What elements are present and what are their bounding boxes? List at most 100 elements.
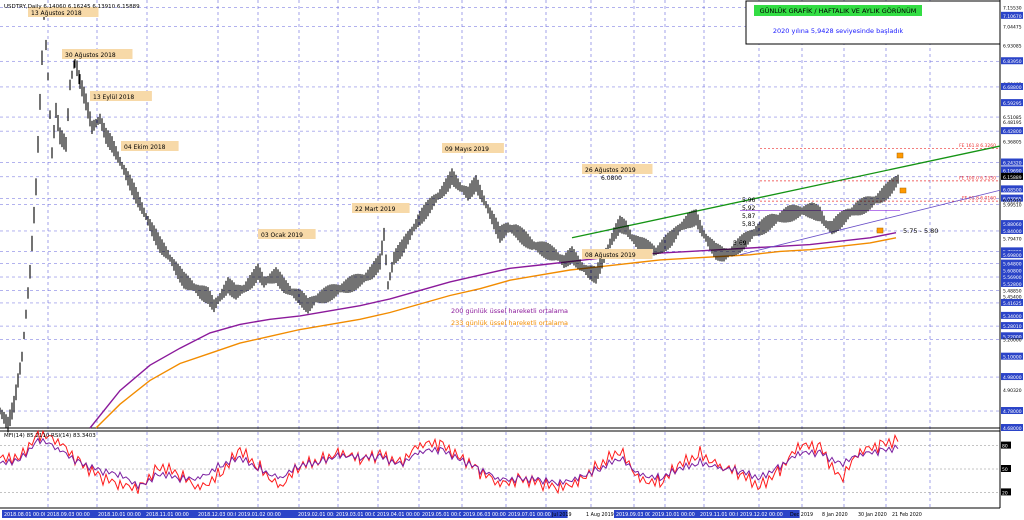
label-04-ekim: 04 Ekim 2018: [124, 144, 166, 151]
price-axis-tick: 6.42800: [1003, 129, 1022, 135]
marker: [899, 187, 907, 194]
ema233-line: [95, 237, 897, 429]
price-axis-tick: 4.90320: [1003, 388, 1022, 394]
current-price-bg: [1001, 172, 1023, 180]
price-axis-tick: 6.01915: [1003, 199, 1022, 205]
level-label: 5,83: [742, 221, 756, 228]
time-axis-label: 2019.03.01 00:00: [336, 512, 379, 518]
price-axis-tick: 5.28010: [1003, 324, 1022, 330]
label-04-ekim-bg: [121, 141, 179, 151]
time-axis-label: 2019.04.01 00:00: [377, 512, 420, 518]
label-13-eylul-bg: [90, 91, 152, 101]
label-08-agustos-bg: [582, 249, 653, 259]
info-box-title: GÜNLÜK GRAFİK / HAFTALIK VE AYLIK GÖRÜNÜ…: [760, 6, 917, 15]
ema200-line: [89, 232, 897, 429]
label-26-agustos: 26 Ağustos 2019: [585, 167, 636, 174]
moving-averages: [89, 232, 897, 429]
time-axis-label: 2019.10.01 00:00: [652, 512, 695, 518]
indicator-info: MFI(14) 85.2110 RSI(14) 83.3403: [4, 433, 96, 439]
price-axis-tick: 7.15530: [1003, 6, 1022, 12]
price-axis-tick: 7.10670: [1003, 14, 1022, 20]
label-13-agustos-bg: [28, 7, 99, 17]
mfi-line: [0, 437, 899, 491]
price-axis-tick: 6.51085: [1003, 115, 1022, 121]
label-09-mayis-bg: [442, 143, 504, 153]
current-price-label: 6.15889: [1003, 175, 1022, 181]
time-axis-highlight: [506, 510, 568, 518]
indicator-level-bg: [1001, 465, 1011, 472]
price-axis-tick: 6.03065: [1003, 197, 1022, 203]
indicator-panel: 20 50 80: [0, 429, 1011, 496]
time-axis-highlight: [196, 510, 258, 518]
marker: [896, 152, 904, 159]
green-trend-line: [571, 145, 1001, 239]
price-axis-tick: 4.78000: [1003, 409, 1022, 415]
time-axis-label: 2018.10.01 00:00: [98, 512, 141, 518]
price-axis-tick: 5.20000: [1003, 338, 1022, 344]
price-axis-highlight: [1001, 11, 1023, 19]
time-axis-label: 2019.01.02 00:00: [238, 512, 281, 518]
info-box-title-bg: [754, 5, 922, 16]
indicator-level-bg: [1001, 488, 1011, 496]
time-axis-label: 2019.11.01 00:00: [700, 512, 743, 518]
price-axis-highlight: [1001, 273, 1023, 281]
time-axis-label: 2019.07.01 00:00: [508, 512, 551, 518]
price-axis-highlight: [1001, 424, 1023, 431]
price-axis-tick: 6.19690: [1003, 168, 1022, 174]
price-axis-tick: 5.69800: [1003, 253, 1022, 259]
price-axis-tick: 7.04475: [1003, 24, 1022, 30]
price-axis[interactable]: 7.155307.106707.044756.930856.839506.704…: [1001, 6, 1023, 432]
time-axis-label: 2019.09.03 00:00: [616, 512, 659, 518]
price-axis-highlight: [1001, 407, 1023, 415]
label-03-ocak: 03 Ocak 2019: [261, 232, 303, 239]
fib-level-label: FE 100.0 6.1350: [959, 175, 996, 181]
price-axis-highlight: [1001, 259, 1023, 267]
label-09-mayis: 09 Mayıs 2019: [445, 146, 489, 153]
price-axis-tick: 5.41625: [1003, 301, 1022, 307]
price-axis-tick: 4.68000: [1003, 426, 1022, 432]
price-axis-highlight: [1001, 279, 1023, 287]
label-22-mart: 22 Mart 2019: [355, 206, 396, 213]
price-axis-highlight: [1001, 322, 1023, 330]
purple-trend-line: [739, 189, 1001, 256]
price-axis-highlight: [1001, 220, 1023, 228]
price-axis-tick: 6.59295: [1003, 101, 1022, 107]
price-axis-tick: 5.88060: [1003, 222, 1022, 228]
time-axis-highlight: [45, 510, 107, 518]
label-08-agustos: 08 Ağustos 2019: [585, 252, 636, 259]
time-axis-highlight: [461, 510, 523, 518]
price-axis-tick: 6.24320: [1003, 161, 1022, 167]
price-axis-highlight: [1001, 82, 1023, 90]
price-axis-highlight: [1001, 266, 1023, 274]
indicator-level-label: 80: [1002, 444, 1008, 450]
price-axis-highlight: [1001, 127, 1023, 135]
time-axis-label: 21 Feb 2020: [892, 512, 922, 518]
price-series: [0, 7, 899, 433]
indicator-level-label: 20: [1002, 490, 1008, 496]
time-axis-label: 2018.08.01 00:00: [4, 512, 47, 518]
label-26-agustos-value: 6.0800: [601, 175, 622, 182]
price-axis-tick: 5.60800: [1003, 268, 1022, 274]
price-axis-tick: 6.08500: [1003, 187, 1022, 193]
price-axis-highlight: [1001, 99, 1023, 107]
price-axis-highlight: [1001, 251, 1023, 259]
time-axis[interactable]: 2018.08.01 00:00 2018.09.03 00:00 2018.10.…: [2, 510, 922, 518]
price-axis-highlight: [1001, 57, 1023, 65]
price-axis-highlight: [1001, 373, 1023, 381]
price-axis-tick: 5.48850: [1003, 289, 1022, 295]
time-axis-highlight: [2, 510, 64, 518]
indicator-level-bg: [1001, 441, 1011, 449]
label-30-agustos-bg: [62, 49, 133, 59]
time-axis-label: 2019.06.03 00:00: [463, 512, 506, 518]
rsi-line: [0, 429, 899, 495]
marker: [876, 227, 884, 234]
price-axis-highlight: [1001, 332, 1023, 340]
info-box-subtitle: 2020 yılına 5,9428 seviyesinde başladık: [773, 27, 903, 35]
symbol-info: USDTRY,Daily 6.14060 6.16245 6.13910 6.1…: [4, 4, 140, 10]
price-axis-highlight: [1001, 158, 1023, 166]
price-axis-tick: 5.22000: [1003, 334, 1022, 340]
label-03-ocak-bg: [258, 229, 316, 239]
time-axis-label: 8 Jan 2020: [822, 512, 848, 518]
